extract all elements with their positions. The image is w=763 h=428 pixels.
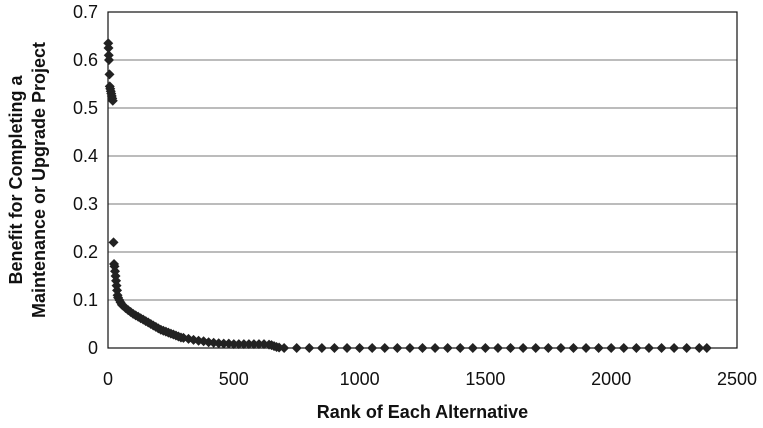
data-point <box>253 339 264 350</box>
x-axis-title: Rank of Each Alternative <box>317 402 528 422</box>
data-point <box>342 343 353 353</box>
data-point <box>392 343 403 353</box>
data-point <box>233 339 244 350</box>
data-point <box>108 237 119 248</box>
data-point <box>354 343 365 353</box>
data-point <box>455 343 466 353</box>
data-point <box>606 343 617 353</box>
y-tick-label: 0.1 <box>73 290 98 310</box>
data-point <box>530 343 541 353</box>
data-point <box>543 343 554 353</box>
data-point <box>430 343 441 353</box>
data-point <box>404 343 415 353</box>
data-point <box>631 343 642 353</box>
data-point <box>248 339 259 350</box>
data-point <box>228 339 239 350</box>
x-tick-label: 1000 <box>340 369 380 389</box>
data-points <box>103 38 712 353</box>
data-point <box>669 343 680 353</box>
tick-labels: 0 0.1 0.2 0.3 0.4 0.5 0.6 0.7 0 500 1000 1500 2000 25… <box>73 2 757 389</box>
y-axis-title-line-2: Maintenance or Upgrade Project <box>29 42 49 318</box>
data-point <box>694 343 705 353</box>
data-point <box>417 343 428 353</box>
data-point <box>442 343 453 353</box>
x-tick-label: 500 <box>219 369 249 389</box>
data-point <box>243 339 254 350</box>
data-point <box>218 338 229 349</box>
y-tick-label: 0.5 <box>73 98 98 118</box>
y-axis-title-line-1: Benefit for Completing a <box>6 75 26 285</box>
data-point <box>107 95 118 106</box>
data-point <box>104 69 115 80</box>
x-tick-label: 2000 <box>591 369 631 389</box>
data-point <box>492 343 503 353</box>
x-tick-label: 2500 <box>717 369 757 389</box>
data-point <box>304 343 315 353</box>
data-point <box>467 343 478 353</box>
x-tick-label: 1500 <box>465 369 505 389</box>
data-point <box>681 343 692 353</box>
y-tick-label: 0.4 <box>73 146 98 166</box>
data-point <box>279 343 290 353</box>
data-point <box>618 343 629 353</box>
data-point <box>367 343 378 353</box>
data-point <box>505 343 516 353</box>
data-point <box>643 343 654 353</box>
data-point <box>291 343 302 353</box>
y-tick-label: 0 <box>88 338 98 358</box>
data-point <box>593 343 604 353</box>
data-point <box>379 343 390 353</box>
x-tick-label: 0 <box>103 369 113 389</box>
data-point <box>701 343 712 353</box>
data-point <box>568 343 579 353</box>
data-point <box>316 343 327 353</box>
data-point <box>329 343 340 353</box>
data-point <box>480 343 491 353</box>
data-point <box>555 343 566 353</box>
y-tick-label: 0.7 <box>73 2 98 22</box>
y-tick-label: 0.6 <box>73 50 98 70</box>
y-tick-label: 0.3 <box>73 194 98 214</box>
grid-lines <box>108 11 737 349</box>
data-point <box>656 343 667 353</box>
data-point <box>103 43 114 53</box>
data-point <box>518 343 529 353</box>
data-point <box>104 55 115 65</box>
data-point <box>581 343 592 353</box>
y-tick-label: 0.2 <box>73 242 98 262</box>
data-point <box>238 339 249 350</box>
